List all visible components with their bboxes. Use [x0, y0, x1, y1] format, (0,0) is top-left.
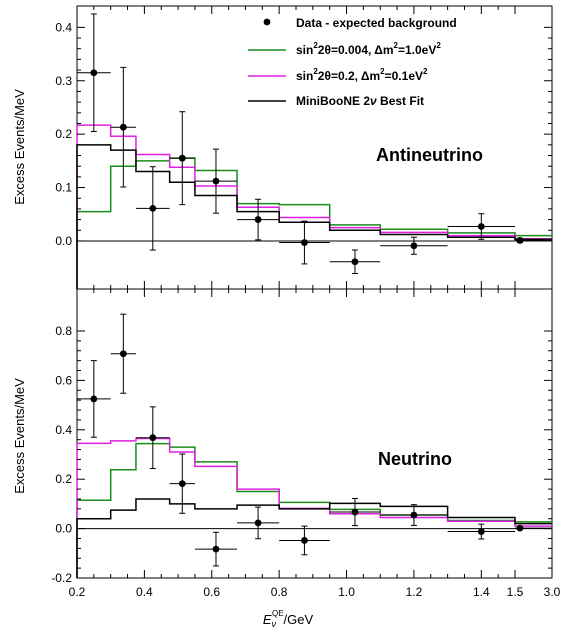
neutrino-panel-label: Neutrino	[378, 449, 452, 469]
x-tick-label: 1.2	[406, 585, 423, 599]
legend-data-label: Data - expected background	[296, 16, 457, 30]
neutrino-y-tick-label: 0.8	[55, 324, 72, 338]
neutrino-data-point	[212, 545, 220, 553]
legend: Data - expected background sin22θ=0.004,…	[248, 16, 457, 108]
neutrino-data-point	[90, 395, 98, 403]
neutrino-y-tick-label: 0.2	[55, 472, 72, 486]
legend-green-label: sin22θ=0.004, Δm2=1.0eV2	[296, 41, 441, 57]
neutrino-y-tick-label: 0.4	[55, 423, 72, 437]
x-axis-label: EνQE/GeV	[263, 609, 314, 629]
legend-data-marker	[263, 18, 271, 26]
neutrino-data-point	[351, 508, 359, 516]
x-tick-label: 1.5	[507, 585, 524, 599]
x-tick-label: 0.2	[69, 585, 86, 599]
neutrino-data-point	[254, 519, 262, 527]
antineutrino-data-point	[410, 242, 418, 250]
x-axis-label-sub: ν	[271, 619, 276, 629]
antineutrino-data-point	[178, 154, 186, 162]
legend-magenta-label: sin22θ=0.2, Δm2=0.1eV2	[296, 67, 428, 83]
antineutrino-data-point	[212, 177, 220, 185]
antineutrino-data-point	[254, 216, 262, 223]
antineutrino-data-point	[90, 69, 98, 77]
x-tick-label: 0.8	[271, 585, 288, 599]
x-tick-label: 0.6	[203, 585, 220, 599]
x-tick-label: 3.0	[544, 585, 561, 599]
x-tick-label: 1.4	[473, 585, 490, 599]
x-tick-label: 0.4	[136, 585, 153, 599]
x-tick-label: 1.0	[338, 585, 355, 599]
antineutrino-y-tick-label: 0.3	[55, 74, 72, 88]
antineutrino-y-tick-label: 0.1	[55, 181, 72, 195]
neutrino-series-3-line	[76, 498, 552, 578]
neutrino-data-point	[178, 480, 186, 488]
x-axis-label-main: E	[263, 612, 272, 627]
antineutrino-y-tick-label: 0.4	[55, 20, 72, 34]
neutrino-series-2-line	[76, 437, 552, 578]
antineutrino-panel: 0.0 0.1 0.2 0.3 0.4 Excess Events/MeV Antine…	[12, 5, 553, 290]
x-axis-label-sup: QE	[272, 609, 284, 618]
neutrino-y-tick-label: 0.6	[55, 373, 72, 387]
antineutrino-panel-label: Antineutrino	[376, 145, 483, 165]
neutrino-data-point	[301, 537, 308, 544]
antineutrino-data-point	[351, 258, 359, 266]
neutrino-y-axis-label: Excess Events/MeV	[12, 378, 27, 494]
antineutrino-data-point	[119, 123, 127, 131]
x-axis-label-unit: /GeV	[284, 612, 314, 627]
antineutrino-data-point	[301, 239, 308, 246]
antineutrino-y-tick-label: 0.0	[55, 234, 72, 248]
neutrino-plot-frame	[76, 288, 553, 579]
antineutrino-y-tick-label: 0.2	[55, 127, 72, 141]
legend-black-label: MiniBooNE 2ν Best Fit	[296, 94, 424, 108]
antineutrino-y-axis-label: Excess Events/MeV	[12, 89, 27, 205]
antineutrino-data-point	[477, 223, 485, 230]
neutrino-series-1-line	[76, 442, 552, 578]
neutrino-data-point	[149, 434, 157, 442]
neutrino-data-point	[477, 528, 485, 535]
neutrino-data-point	[410, 511, 418, 519]
antineutrino-data-point	[516, 237, 524, 244]
neutrino-data-point	[516, 524, 524, 532]
neutrino-panel: -0.2 0.0 0.2 0.4 0.6 0.8 Excess Events/MeV Ne…	[12, 288, 553, 585]
neutrino-y-tick-label: -0.2	[51, 571, 72, 585]
antineutrino-data-point	[149, 204, 157, 212]
neutrino-data-point	[119, 350, 127, 358]
antineutrino-series-3-line	[76, 144, 552, 289]
neutrino-y-tick-label: 0.0	[55, 522, 72, 536]
